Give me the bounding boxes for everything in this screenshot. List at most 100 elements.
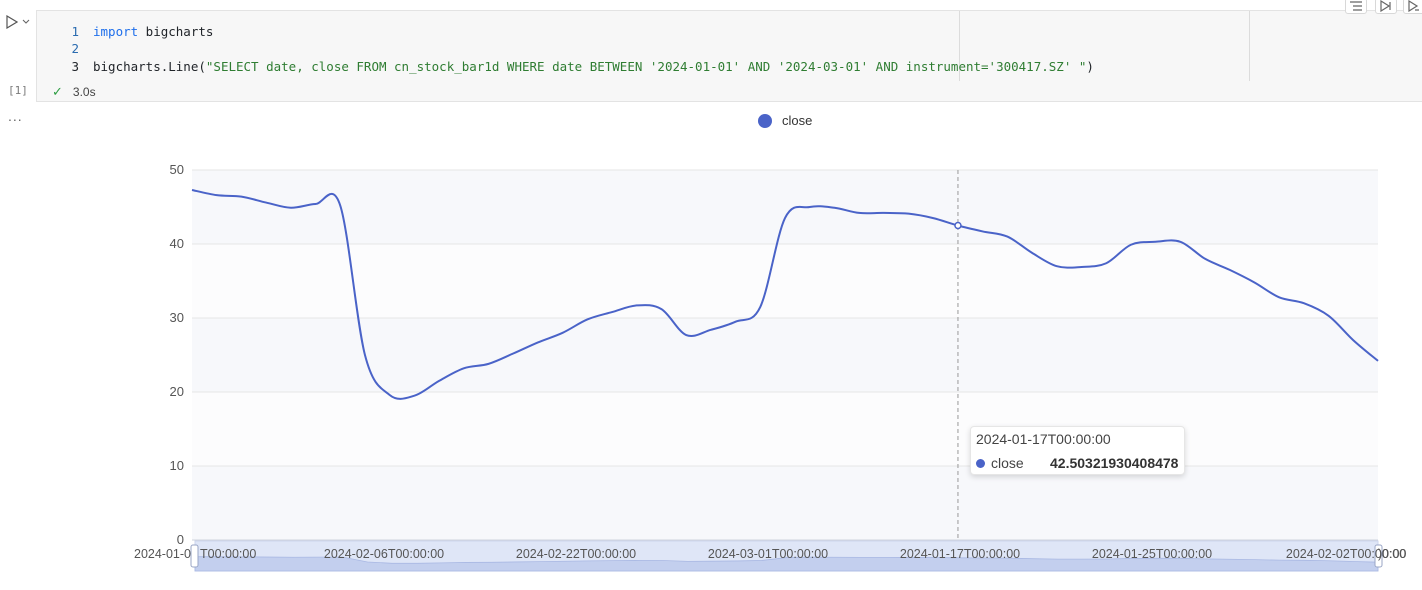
data-point[interactable] xyxy=(1351,338,1355,342)
tooltip-series-name: close xyxy=(991,455,1024,471)
data-point[interactable] xyxy=(832,206,836,210)
data-point[interactable] xyxy=(1030,251,1034,255)
data-point[interactable] xyxy=(1055,264,1059,268)
chart-tooltip: 2024-01-17T00:00:00 close 42.50321930408… xyxy=(970,426,1185,475)
data-point[interactable] xyxy=(215,193,219,197)
data-point[interactable] xyxy=(907,212,911,216)
data-point[interactable] xyxy=(1129,243,1133,247)
y-tick-label: 20 xyxy=(170,384,184,399)
data-point[interactable] xyxy=(536,340,540,344)
data-point[interactable] xyxy=(1277,295,1281,299)
line-number: 3 xyxy=(71,59,79,74)
line-number: 1 xyxy=(71,24,79,39)
data-point[interactable] xyxy=(857,211,861,215)
y-tick-label: 30 xyxy=(170,310,184,325)
data-point[interactable] xyxy=(1302,301,1306,305)
data-point[interactable] xyxy=(882,211,886,215)
execution-time: 3.0s xyxy=(72,85,96,99)
data-point[interactable] xyxy=(684,333,688,337)
code-keyword: import xyxy=(93,24,139,39)
run-above-toolbar-button[interactable] xyxy=(1375,0,1397,14)
data-point[interactable] xyxy=(1178,240,1182,244)
code-token: bigcharts.Line( xyxy=(93,59,206,74)
data-point[interactable] xyxy=(931,216,935,220)
run-above-icon xyxy=(1380,0,1391,12)
data-point[interactable] xyxy=(264,201,268,205)
execution-status: ✓ 3.0s xyxy=(52,84,96,100)
data-point[interactable] xyxy=(561,331,565,335)
grid-band xyxy=(192,318,1378,392)
grid-band xyxy=(192,244,1378,318)
code-cell[interactable]: 1 import bigcharts 2 3 bigcharts.Line("SELEC… xyxy=(36,0,1422,102)
data-point[interactable] xyxy=(808,205,812,209)
data-point[interactable] xyxy=(1080,265,1084,269)
data-point[interactable] xyxy=(734,320,738,324)
x-tick-label: 2024-01-0 xyxy=(134,547,191,561)
output-menu-button[interactable]: ... xyxy=(8,108,23,124)
data-point[interactable] xyxy=(388,393,392,397)
data-point[interactable] xyxy=(758,305,762,309)
code-string: "SELECT date, close FROM cn_stock_bar1d … xyxy=(205,59,1087,74)
legend-marker-close[interactable] xyxy=(758,113,772,128)
datazoom-handle-left[interactable] xyxy=(190,544,199,568)
data-point[interactable] xyxy=(1005,235,1009,239)
run-below-icon xyxy=(1408,0,1419,12)
hovered-point[interactable] xyxy=(954,221,962,230)
data-point[interactable] xyxy=(289,206,293,210)
y-tick-label: 40 xyxy=(170,236,184,251)
ruler-line xyxy=(1249,11,1250,81)
data-point[interactable] xyxy=(487,362,491,366)
ruler-line xyxy=(959,11,960,81)
run-below-toolbar-button[interactable] xyxy=(1403,0,1422,14)
data-point[interactable] xyxy=(363,353,367,357)
x-tick-label: )0:00 xyxy=(1378,547,1407,561)
code-text[interactable]: bigcharts.Line("SELECT date, close FROM … xyxy=(93,58,1094,76)
data-point[interactable] xyxy=(1376,359,1380,363)
data-point[interactable] xyxy=(635,303,639,307)
data-point[interactable] xyxy=(239,195,243,199)
x-tick-label: T00:00:00 xyxy=(200,547,256,561)
toc-toolbar-button[interactable] xyxy=(1345,0,1367,14)
chart-legend[interactable]: close xyxy=(758,113,812,128)
check-icon: ✓ xyxy=(52,84,63,99)
x-tick-label: 2024-01-17T00:00:00 xyxy=(900,547,1020,561)
data-point[interactable] xyxy=(190,188,194,192)
legend-label-close[interactable]: close xyxy=(782,113,813,128)
data-point[interactable] xyxy=(1154,240,1158,244)
x-tick-label: 2024-03-01T00:00:00 xyxy=(708,547,828,561)
x-tick-label: 2024-02-06T00:00:00 xyxy=(324,547,444,561)
line-number: 2 xyxy=(71,41,79,56)
data-point[interactable] xyxy=(1104,261,1108,265)
data-point[interactable] xyxy=(462,366,466,370)
data-point[interactable] xyxy=(511,352,515,356)
data-point[interactable] xyxy=(1203,257,1207,261)
data-point[interactable] xyxy=(659,307,663,311)
data-point[interactable] xyxy=(585,317,589,321)
data-point[interactable] xyxy=(981,229,985,233)
data-point[interactable] xyxy=(610,310,614,314)
data-point[interactable] xyxy=(783,216,787,220)
data-point[interactable] xyxy=(338,204,342,208)
execution-count: [1] xyxy=(8,84,28,97)
y-tick-label: 50 xyxy=(170,162,184,177)
run-cell-button[interactable] xyxy=(6,14,36,30)
data-point[interactable] xyxy=(1228,268,1232,272)
code-text[interactable]: import bigcharts xyxy=(93,23,213,41)
chevron-down-icon[interactable] xyxy=(22,19,30,25)
data-point[interactable] xyxy=(1252,280,1256,284)
play-icon[interactable] xyxy=(6,15,18,29)
tooltip-title: 2024-01-17T00:00:00 xyxy=(976,431,1111,447)
x-tick-label: 2024-01-25T00:00:00 xyxy=(1092,547,1212,561)
data-point[interactable] xyxy=(709,328,713,332)
x-tick-label: 2024-02-22T00:00:00 xyxy=(516,547,636,561)
tooltip-marker xyxy=(976,458,985,468)
data-point[interactable] xyxy=(1327,314,1331,318)
series-line-close[interactable] xyxy=(191,189,1379,400)
data-point[interactable] xyxy=(412,394,416,398)
data-point[interactable] xyxy=(437,379,441,383)
data-point[interactable] xyxy=(314,202,318,206)
datazoom-handle-right[interactable] xyxy=(1374,544,1383,568)
list-icon xyxy=(1350,1,1362,11)
tooltip-value: 42.50321930408478 xyxy=(1050,455,1179,471)
